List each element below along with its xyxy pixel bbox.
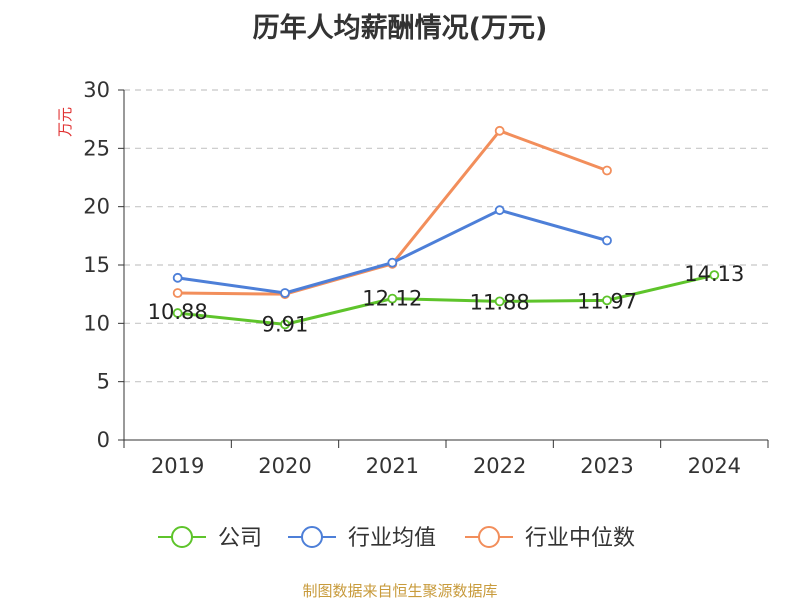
data-point	[494, 125, 505, 136]
series-line	[177, 273, 715, 326]
y-tick-label: 25	[83, 136, 110, 160]
data-point	[494, 296, 505, 307]
chart-title: 历年人均薪酬情况(万元)	[252, 13, 548, 44]
data-point	[709, 270, 720, 281]
y-tick-label: 10	[83, 311, 110, 335]
legend-marker	[478, 526, 500, 548]
x-tick-label: 2019	[151, 454, 204, 478]
x-tick-label: 2022	[473, 454, 526, 478]
data-point	[280, 319, 290, 330]
y-tick-label: 5	[97, 370, 110, 394]
y-tick-label: 20	[83, 195, 110, 219]
data-label: 14.13	[684, 262, 744, 286]
legend-label: 行业中位数	[525, 526, 635, 551]
data-point	[172, 272, 183, 283]
data-labels: 10.88 9.91 12.12 11.88 11.97 14.13	[148, 262, 745, 336]
data-point	[280, 288, 290, 298]
legend-label: 公司	[218, 526, 262, 551]
legend: 公司 行业均值 行业中位数	[158, 526, 635, 551]
x-tick-label: 2023	[580, 454, 633, 478]
data-point	[387, 293, 398, 304]
legend-marker	[301, 526, 323, 548]
data-point	[172, 288, 183, 298]
series-line	[177, 208, 608, 295]
y-tick-label: 30	[83, 78, 110, 102]
grid-lines	[124, 89, 768, 383]
data-label: 12.12	[362, 287, 422, 311]
x-tick-label: 2020	[258, 454, 311, 478]
data-label: 10.88	[148, 300, 208, 324]
series-lines	[172, 125, 720, 330]
data-point	[387, 257, 398, 268]
data-label: 11.97	[577, 289, 637, 313]
data-point	[172, 308, 183, 318]
data-label: 9.91	[262, 312, 309, 336]
y-axis-label: 万元	[56, 107, 74, 137]
data-point	[494, 205, 505, 216]
x-tick-label: 2024	[688, 454, 741, 478]
source-note: 制图数据来自恒生聚源数据库	[302, 582, 498, 600]
data-point	[602, 295, 612, 306]
y-tick-label: 15	[83, 253, 110, 277]
legend-label: 行业均值	[348, 526, 436, 551]
x-tick-label: 2021	[366, 454, 419, 478]
data-label: 11.88	[470, 290, 530, 314]
y-tick-label: 0	[97, 428, 110, 452]
series-line	[177, 129, 608, 296]
legend-marker	[171, 526, 193, 548]
data-point	[602, 165, 612, 176]
data-point	[602, 235, 612, 246]
axes: 0 5 10 15 20 25 30 2019 2020 2021 2022 2023 2024 万元	[56, 78, 769, 478]
